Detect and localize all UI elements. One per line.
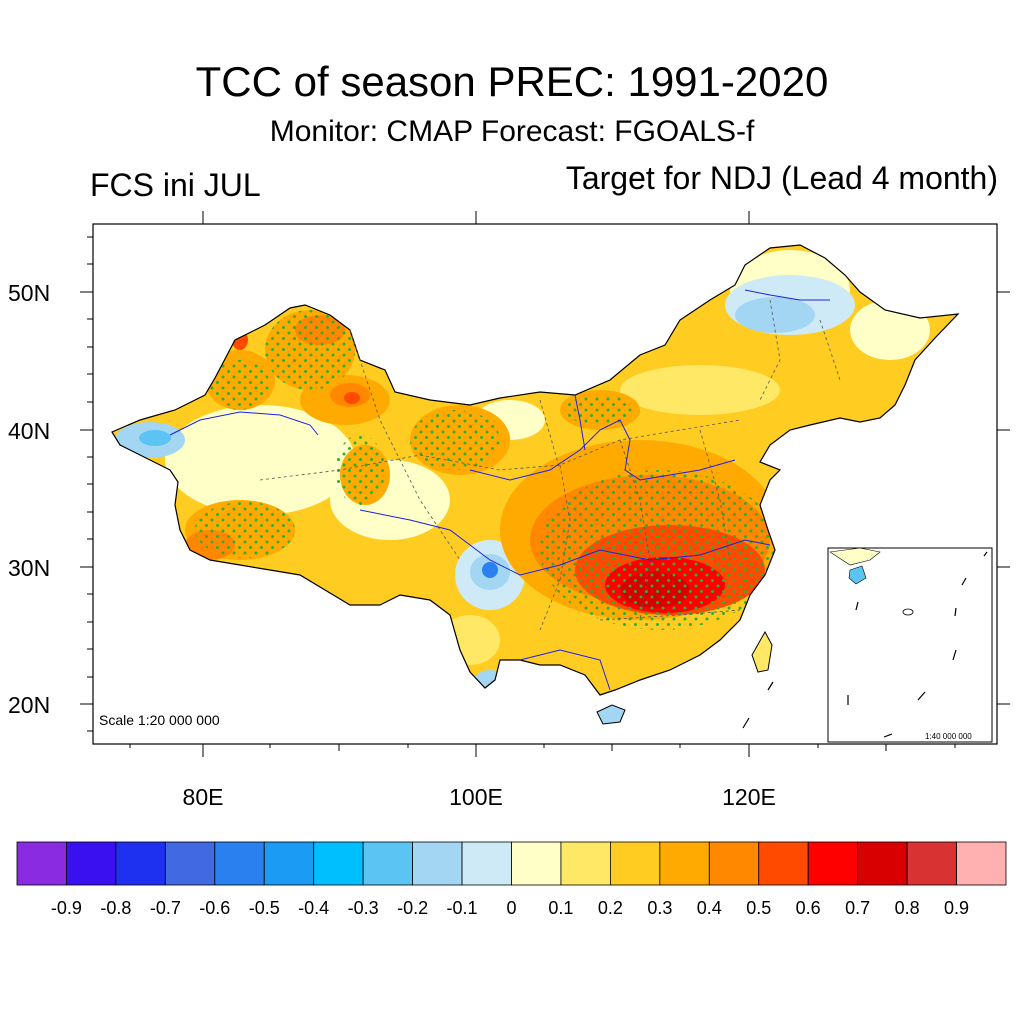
colorbar-label: -0.9 — [51, 898, 82, 918]
colorbar-boxes — [16, 841, 1007, 886]
colorbar-box — [313, 841, 364, 886]
taiwan-island — [751, 630, 773, 673]
lat-label: 20N — [8, 692, 50, 718]
colorbar-box — [16, 841, 67, 886]
colorbar-label: 0.3 — [647, 898, 672, 918]
colorbar-labels: -0.9 -0.8 -0.7 -0.6 -0.5 -0.4 -0.3 -0.2 -0.1 0 0.1… — [51, 898, 969, 918]
inset-map: 1:40 000 000 — [827, 547, 993, 743]
colorbar-box — [164, 841, 216, 886]
colorbar-box — [857, 841, 908, 886]
lat-label: 50N — [8, 280, 50, 306]
colorbar-box — [66, 841, 117, 886]
colorbar-label: 0.9 — [944, 898, 969, 918]
colorbar-box — [511, 841, 562, 886]
colorbar-label: -0.1 — [447, 898, 478, 918]
colorbar-box — [708, 841, 760, 886]
colorbar-box — [906, 841, 957, 886]
lat-label: 40N — [8, 418, 50, 444]
boundary-dashes — [742, 681, 774, 729]
colorbar-box — [214, 841, 265, 886]
colorbar-box — [263, 841, 315, 886]
colorbar-label: 0.1 — [548, 898, 573, 918]
colorbar-label: 0.4 — [697, 898, 722, 918]
colorbar-box — [560, 841, 611, 886]
colorbar-label: 0.6 — [796, 898, 821, 918]
colorbar-label: -0.8 — [100, 898, 131, 918]
lat-ticks — [80, 236, 1010, 732]
lon-label: 100E — [449, 784, 503, 810]
lon-label: 80E — [183, 784, 224, 810]
colorbar-label: -0.6 — [199, 898, 230, 918]
colorbar-label: -0.3 — [348, 898, 379, 918]
lat-label: 30N — [8, 555, 50, 581]
lon-ticks — [129, 211, 956, 757]
colorbar-label: 0.7 — [845, 898, 870, 918]
colorbar-box — [461, 841, 512, 886]
province-boundaries — [259, 299, 841, 631]
colorbar-box — [956, 841, 1007, 886]
map-panel: 1:40 000 000 Scale 1:20 000 000 — [8, 211, 1010, 810]
colorbar-label: -0.2 — [397, 898, 428, 918]
colorbar-label: 0.8 — [895, 898, 920, 918]
colorbar-label: 0 — [506, 898, 516, 918]
colorbar-label: -0.4 — [298, 898, 329, 918]
main-scale-label: Scale 1:20 000 000 — [99, 712, 220, 728]
initialization-label: FCS ini JUL — [90, 167, 261, 203]
colorbar-box — [758, 841, 809, 886]
colorbar-box — [115, 841, 166, 886]
lon-label: 120E — [722, 784, 776, 810]
figure-subtitle: Monitor: CMAP Forecast: FGOALS-f — [269, 115, 755, 148]
colorbar-box — [412, 841, 463, 886]
hainan-island — [596, 704, 626, 725]
rivers — [169, 289, 830, 691]
target-label: Target for NDJ (Lead 4 month) — [565, 160, 998, 196]
colorbar-label: 0.5 — [746, 898, 771, 918]
colorbar-box — [610, 841, 661, 886]
colorbar-box — [659, 841, 710, 886]
figure-title: TCC of season PREC: 1991-2020 — [195, 58, 829, 105]
colorbar-label: 0.2 — [598, 898, 623, 918]
colorbar-label: -0.5 — [249, 898, 280, 918]
axis-labels: 50N 40N 30N 20N 80E 100E 120E — [8, 280, 776, 810]
colorbar-label: -0.7 — [150, 898, 181, 918]
inset-scale-label: 1:40 000 000 — [925, 732, 972, 741]
colorbar-box — [807, 841, 859, 886]
correlation-field — [112, 245, 958, 695]
colorbar-box — [362, 841, 413, 886]
